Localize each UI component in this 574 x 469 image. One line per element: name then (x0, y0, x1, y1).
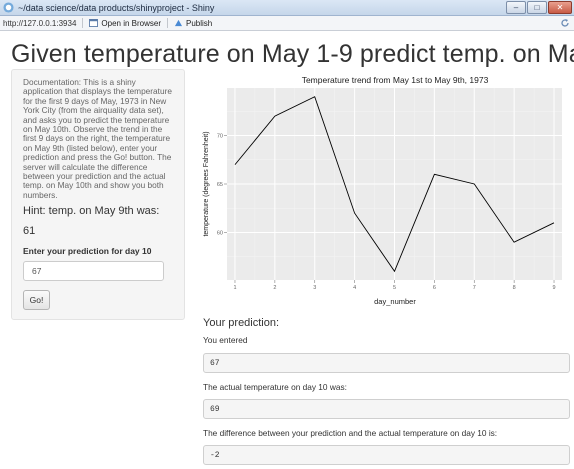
grid-lines (227, 88, 562, 280)
rstudio-icon (3, 2, 14, 13)
x-tick-label: 5 (393, 285, 396, 291)
open-in-browser-button[interactable]: Open in Browser (89, 19, 161, 28)
maximize-button[interactable]: □ (527, 1, 547, 14)
entered-output: 67 (203, 353, 570, 373)
publish-button[interactable]: Publish (174, 19, 212, 28)
x-tick-label: 9 (552, 285, 555, 291)
toolbar-separator (167, 18, 168, 28)
x-axis-label: day_number (374, 297, 416, 306)
publish-label: Publish (186, 18, 213, 28)
difference-label: The difference between your prediction a… (203, 428, 498, 438)
page-title: Given temperature on May 1-9 predict tem… (11, 40, 574, 68)
chart-title: Temperature trend from May 1st to May 9t… (302, 75, 489, 85)
difference-output: -2 (203, 445, 570, 465)
window-title: ~/data science/data products/shinyprojec… (18, 2, 215, 13)
hint-value: 61 (23, 225, 36, 238)
y-axis-label: temperature (degrees Fahrenheit) (203, 131, 210, 236)
prediction-heading: Your prediction: (203, 317, 280, 329)
close-button[interactable]: ✕ (548, 1, 572, 14)
x-tick-label: 7 (473, 285, 476, 291)
results-section: Your prediction: You entered 67 The actu… (203, 317, 573, 465)
prediction-input[interactable] (23, 261, 164, 282)
actual-label: The actual temperature on day 10 was: (203, 382, 347, 392)
window-titlebar: ~/data science/data products/shinyprojec… (0, 0, 574, 16)
entered-label: You entered (203, 335, 248, 345)
x-tick-label: 3 (313, 285, 316, 291)
publish-icon (174, 19, 183, 27)
hint-heading: Hint: temp. on May 9th was: (23, 205, 160, 218)
y-tick-label: 70 (217, 134, 223, 140)
url-text: http://127.0.0.1:3934 (3, 18, 77, 28)
go-button[interactable]: Go! (23, 290, 50, 311)
toolbar-separator (82, 18, 84, 28)
documentation-text: Documentation: This is a shiny applicati… (23, 77, 172, 200)
prediction-label: Enter your prediction for day 10 (23, 246, 152, 257)
temperature-chart: Temperature trend from May 1st to May 9t… (203, 75, 562, 306)
x-tick-label: 4 (353, 285, 356, 291)
axis-ticks: 1 2 3 4 5 6 7 8 9 60 65 70 (217, 134, 556, 291)
browser-icon (89, 19, 99, 27)
x-tick-label: 2 (273, 285, 276, 291)
viewer-toolbar: http://127.0.0.1:3934 Open in Browser Pu… (0, 16, 574, 31)
minimize-button[interactable]: – (506, 1, 526, 14)
window-controls: – □ ✕ (506, 1, 572, 14)
x-tick-label: 6 (433, 285, 436, 291)
sidebar-panel: Documentation: This is a shiny applicati… (11, 69, 185, 320)
refresh-icon[interactable] (560, 18, 570, 28)
open-in-browser-label: Open in Browser (101, 18, 161, 28)
x-tick-label: 8 (513, 285, 516, 291)
temperature-series-line (234, 96, 555, 273)
y-tick-label: 65 (217, 182, 223, 188)
actual-output: 69 (203, 399, 570, 419)
y-tick-label: 60 (217, 230, 223, 236)
x-tick-label: 1 (233, 285, 236, 291)
